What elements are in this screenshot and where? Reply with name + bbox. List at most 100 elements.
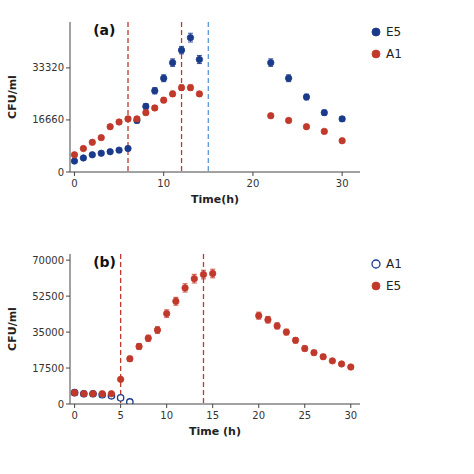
error-bar (173, 297, 178, 305)
data-point (98, 134, 104, 140)
error-bar (188, 33, 193, 42)
y-tick (66, 404, 70, 405)
x-tick (212, 404, 213, 408)
error-bar (293, 338, 298, 343)
y-tick (66, 172, 70, 173)
data-point (303, 123, 309, 129)
y-axis-label: CFU/ml (6, 75, 19, 119)
data-point (348, 364, 354, 370)
data-point (108, 391, 114, 397)
series (71, 389, 133, 404)
data-point (160, 75, 166, 81)
y-tick (66, 67, 70, 68)
x-tick-label: 5 (117, 410, 123, 421)
legend-label: E5 (386, 279, 401, 293)
data-point (283, 329, 289, 335)
error-bar (197, 92, 202, 97)
y-axis-label: CFU/ml (6, 307, 19, 351)
data-point (154, 327, 160, 333)
legend-marker (372, 282, 380, 290)
x-tick-label: 25 (298, 410, 311, 421)
data-point (338, 361, 344, 367)
data-point (303, 94, 309, 100)
data-point (71, 389, 77, 395)
data-point (134, 116, 140, 122)
y-tick (66, 368, 70, 369)
panel: 010203001666033320Time(h)CFU/ml(a)E5A1 (6, 22, 402, 206)
panel-title: (b) (93, 254, 116, 270)
data-point (274, 323, 280, 329)
data-point (292, 337, 298, 343)
error-bar (161, 98, 166, 103)
error-bar (152, 106, 157, 111)
data-point (182, 285, 188, 291)
data-point (127, 356, 133, 362)
data-point (200, 271, 206, 277)
y-tick (66, 296, 70, 297)
data-point (321, 128, 327, 134)
series (71, 33, 345, 164)
error-bar (304, 94, 309, 100)
y-tick-label: 35000 (32, 327, 64, 338)
data-point (163, 310, 169, 316)
data-point (117, 376, 123, 382)
x-axis-line (70, 172, 360, 173)
data-point (71, 152, 77, 158)
x-tick-label: 0 (71, 410, 77, 421)
series (71, 269, 354, 397)
chart-root: 010203001666033320Time(h)CFU/ml(a)E5A1 0 5… (0, 0, 474, 474)
error-bar (146, 335, 151, 341)
x-tick (163, 172, 164, 176)
data-point (152, 88, 158, 94)
y-tick-label: 17500 (32, 363, 64, 374)
error-bar (265, 316, 270, 323)
x-tick (120, 404, 121, 408)
data-point (89, 152, 95, 158)
error-bar (192, 274, 197, 283)
error-bar (322, 110, 327, 115)
data-point (125, 116, 131, 122)
error-bar (127, 356, 132, 361)
data-point (191, 275, 197, 281)
error-bar (143, 104, 148, 110)
data-point (116, 119, 122, 125)
error-bar (179, 46, 184, 54)
data-point (339, 116, 345, 122)
y-tick-label: 70000 (32, 255, 64, 266)
x-tick-label: 20 (252, 410, 265, 421)
data-point (143, 109, 149, 115)
x-tick-label: 10 (160, 410, 173, 421)
error-bar (170, 91, 175, 96)
error-bar (170, 59, 175, 67)
x-tick-label: 15 (206, 410, 219, 421)
error-bar (137, 344, 142, 350)
error-bar (161, 75, 166, 82)
error-bar (152, 88, 157, 94)
data-point (71, 158, 77, 164)
error-bar (311, 350, 316, 355)
x-tick (304, 404, 305, 408)
error-bar (179, 85, 184, 90)
x-axis-label: Time (h) (189, 425, 241, 438)
x-tick (74, 172, 75, 176)
data-point (173, 298, 179, 304)
data-point (90, 391, 96, 397)
data-point (187, 34, 193, 40)
data-point (196, 91, 202, 97)
x-tick (342, 172, 343, 176)
data-point (98, 150, 104, 156)
x-tick (252, 172, 253, 176)
y-tick-label: 52500 (32, 291, 64, 302)
legend-label: A1 (386, 257, 402, 271)
data-point (320, 354, 326, 360)
y-axis-line (70, 22, 71, 172)
y-tick (66, 260, 70, 261)
data-point (116, 147, 122, 153)
data-point (81, 391, 87, 397)
data-point (169, 59, 175, 65)
error-bar (183, 284, 188, 292)
legend-label: A1 (386, 47, 402, 61)
data-point (71, 389, 77, 395)
legend-marker (372, 260, 380, 268)
x-tick-label: 30 (336, 178, 349, 189)
